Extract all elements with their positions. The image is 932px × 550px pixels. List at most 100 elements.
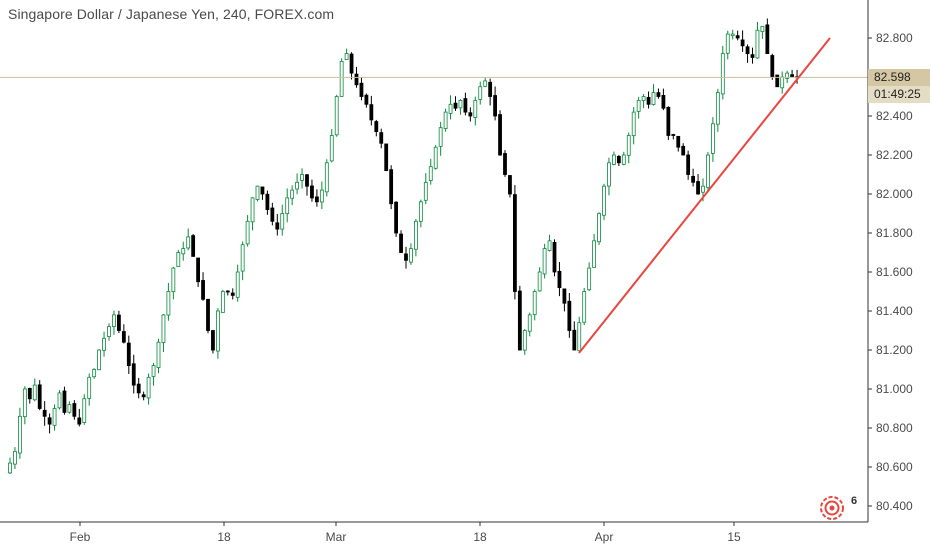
candle-body[interactable] [295, 181, 300, 190]
candle-body[interactable] [582, 291, 587, 323]
candle-body[interactable] [706, 154, 710, 188]
candle-body[interactable] [206, 298, 210, 331]
candle-body[interactable] [755, 29, 760, 59]
candle-body[interactable] [131, 363, 136, 386]
candle-body[interactable] [681, 145, 686, 156]
candle-body[interactable] [171, 267, 176, 293]
candle-body[interactable] [760, 25, 765, 33]
candle-body[interactable] [616, 155, 621, 164]
candle-body[interactable] [701, 185, 705, 193]
candle-body[interactable] [290, 189, 295, 199]
candle-body[interactable] [423, 181, 428, 201]
candle-body[interactable] [369, 104, 374, 121]
candle-body[interactable] [626, 135, 631, 156]
candle-body[interactable] [438, 127, 443, 147]
candle-body[interactable] [770, 55, 775, 78]
candle-body[interactable] [765, 24, 770, 55]
candle-body[interactable] [577, 322, 582, 352]
candle-body[interactable] [735, 35, 740, 39]
candle-body[interactable] [527, 314, 532, 332]
candle-body[interactable] [483, 80, 488, 87]
candle-body[interactable] [176, 252, 181, 267]
candle-body[interactable] [661, 95, 666, 109]
candle-body[interactable] [52, 408, 57, 426]
candle-body[interactable] [37, 384, 42, 409]
candle-body[interactable] [32, 384, 37, 401]
candle-body[interactable] [542, 248, 547, 275]
candle-body[interactable] [211, 330, 215, 351]
candle-body[interactable] [602, 185, 606, 216]
candle-body[interactable] [433, 146, 438, 169]
candle-body[interactable] [285, 197, 290, 215]
candle-body[interactable] [250, 197, 255, 223]
candle-body[interactable] [513, 194, 517, 292]
candle-body[interactable] [374, 121, 379, 133]
candle-body[interactable] [572, 329, 577, 351]
candle-body[interactable] [87, 376, 92, 399]
candle-body[interactable] [458, 100, 463, 109]
candle-body[interactable] [384, 143, 389, 171]
candle-body[interactable] [587, 267, 592, 291]
candle-body[interactable] [17, 415, 22, 454]
candle-body[interactable] [641, 96, 646, 101]
candle-body[interactable] [220, 291, 225, 313]
candle-body[interactable] [552, 242, 557, 273]
candle-body[interactable] [775, 74, 780, 88]
candle-body[interactable] [557, 270, 562, 288]
candle-body[interactable] [404, 253, 408, 261]
candle-body[interactable] [503, 153, 507, 175]
candle-body[interactable] [319, 189, 324, 203]
candle-body[interactable] [67, 404, 72, 413]
candle-body[interactable] [260, 186, 265, 195]
candle-body[interactable] [314, 196, 319, 203]
candle-body[interactable] [82, 398, 87, 424]
candle-body[interactable] [537, 271, 542, 292]
candle-body[interactable] [57, 392, 62, 409]
candle-body[interactable] [517, 290, 522, 351]
candle-body[interactable] [473, 100, 478, 118]
candle-body[interactable] [97, 349, 101, 371]
candle-body[interactable] [112, 314, 116, 328]
candle-body[interactable] [740, 39, 745, 47]
candle-body[interactable] [196, 257, 201, 283]
candle-body[interactable] [493, 95, 498, 117]
candle-body[interactable] [478, 86, 483, 100]
candle-body[interactable] [607, 162, 611, 187]
candle-body[interactable] [730, 33, 735, 37]
candle-body[interactable] [725, 33, 730, 54]
candle-body[interactable] [339, 61, 344, 97]
candle-body[interactable] [47, 417, 52, 425]
candle-body[interactable] [686, 154, 691, 175]
candle-body[interactable] [532, 291, 537, 316]
candle-body[interactable] [428, 166, 433, 181]
candle-body[interactable] [334, 96, 339, 136]
candle-body[interactable] [468, 112, 473, 117]
candle-body[interactable] [201, 280, 205, 300]
candle-body[interactable] [72, 403, 77, 417]
candle-body[interactable] [394, 201, 399, 234]
candle-body[interactable] [146, 376, 151, 399]
candle-body[interactable] [344, 53, 349, 61]
candle-body[interactable] [750, 54, 755, 58]
candle-body[interactable] [463, 98, 468, 113]
candle-body[interactable] [711, 123, 715, 154]
candle-body[interactable] [265, 193, 270, 211]
candle-body[interactable] [270, 207, 275, 222]
candle-body[interactable] [409, 248, 413, 263]
candle-body[interactable] [62, 390, 67, 413]
candle-body[interactable] [136, 383, 141, 394]
candle-body[interactable] [443, 111, 448, 129]
candle-body[interactable] [498, 114, 502, 156]
candle-body[interactable] [324, 162, 329, 193]
candle-body[interactable] [240, 244, 245, 272]
candle-body[interactable] [8, 462, 12, 474]
candle-body[interactable] [785, 72, 790, 79]
candle-body[interactable] [117, 314, 121, 331]
candle-body[interactable] [418, 201, 423, 222]
candle-body[interactable] [215, 310, 220, 352]
candle-body[interactable] [349, 53, 354, 74]
candle-body[interactable] [597, 213, 601, 243]
candle-body[interactable] [666, 106, 671, 136]
candle-body[interactable] [379, 132, 384, 144]
candle-body[interactable] [448, 103, 453, 114]
